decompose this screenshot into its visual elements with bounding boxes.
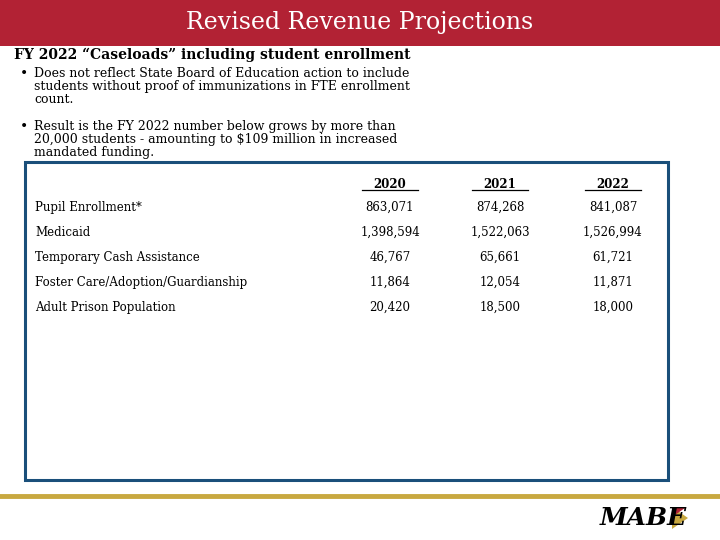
Text: 1,526,994: 1,526,994 [583, 226, 643, 239]
Polygon shape [672, 507, 688, 529]
Text: 1,522,063: 1,522,063 [470, 226, 530, 239]
Text: Foster Care/Adoption/Guardianship: Foster Care/Adoption/Guardianship [35, 276, 247, 289]
Text: Result is the FY 2022 number below grows by more than: Result is the FY 2022 number below grows… [34, 120, 395, 133]
Text: 2020: 2020 [374, 178, 406, 191]
Text: Revised Revenue Projections: Revised Revenue Projections [186, 11, 534, 35]
Text: 18,000: 18,000 [593, 301, 634, 314]
Text: MABE: MABE [600, 506, 687, 530]
Text: 874,268: 874,268 [476, 201, 524, 214]
Text: 11,871: 11,871 [593, 276, 634, 289]
Text: 61,721: 61,721 [593, 251, 634, 264]
Text: 2021: 2021 [484, 178, 516, 191]
Text: 11,864: 11,864 [369, 276, 410, 289]
Text: 20,000 students - amounting to $109 million in increased: 20,000 students - amounting to $109 mill… [34, 133, 397, 146]
Text: count.: count. [34, 93, 73, 106]
Bar [0, 0, 720, 46]
Text: 1,398,594: 1,398,594 [360, 226, 420, 239]
Text: Does not reflect State Board of Education action to include: Does not reflect State Board of Educatio… [34, 67, 410, 80]
Polygon shape [672, 507, 685, 517]
Text: 12,054: 12,054 [480, 276, 521, 289]
Text: 863,071: 863,071 [366, 201, 414, 214]
Text: •: • [20, 67, 28, 81]
Text: 18,500: 18,500 [480, 301, 521, 314]
Text: Temporary Cash Assistance: Temporary Cash Assistance [35, 251, 199, 264]
Text: mandated funding.: mandated funding. [34, 146, 154, 159]
Text: Adult Prison Population: Adult Prison Population [35, 301, 176, 314]
Bar [25, 162, 668, 480]
Text: Medicaid: Medicaid [35, 226, 90, 239]
Text: students without proof of immunizations in FTE enrollment: students without proof of immunizations … [34, 80, 410, 93]
Text: •: • [20, 120, 28, 134]
Text: Pupil Enrollment*: Pupil Enrollment* [35, 201, 142, 214]
Text: 46,767: 46,767 [369, 251, 410, 264]
Text: 20,420: 20,420 [369, 301, 410, 314]
Text: FY 2022 “Caseloads” including student enrollment: FY 2022 “Caseloads” including student en… [14, 48, 410, 62]
Text: 841,087: 841,087 [589, 201, 637, 214]
Text: 2022: 2022 [597, 178, 629, 191]
Text: 65,661: 65,661 [480, 251, 521, 264]
